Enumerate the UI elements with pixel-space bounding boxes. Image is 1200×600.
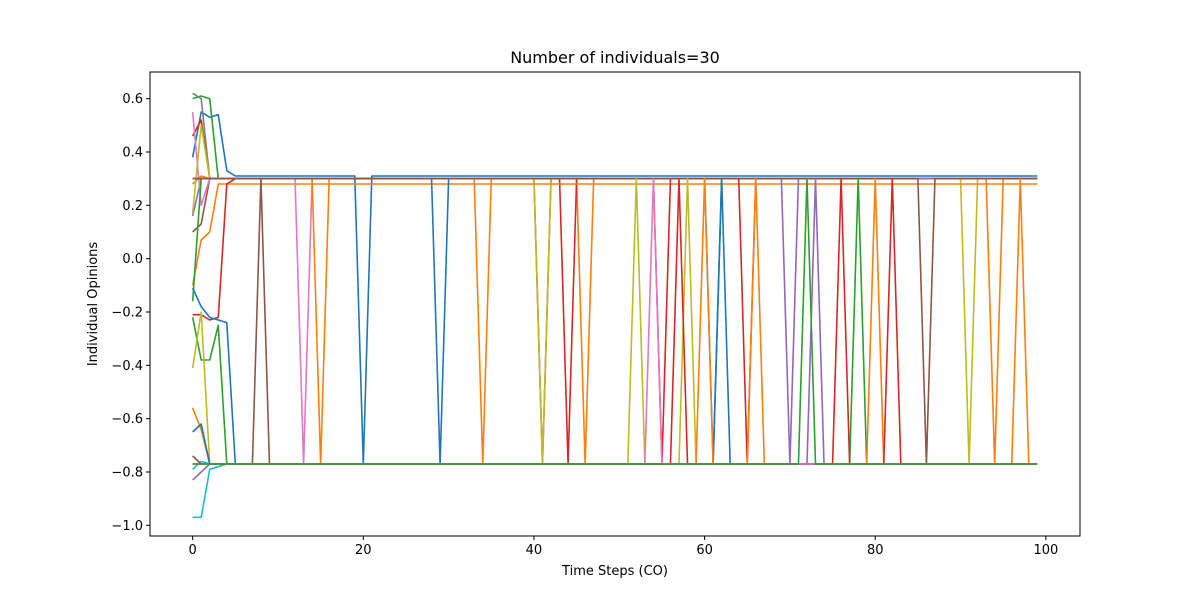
series-line-1 [191, 111, 1038, 465]
plot-frame [149, 71, 1081, 537]
x-tick-label: 20 [355, 543, 372, 558]
series-layer [191, 92, 1038, 519]
y-tick-label: 0.0 [122, 252, 143, 267]
y-axis-label: Individual Opinions [86, 242, 101, 367]
chart-title: Number of individuals=30 [510, 48, 720, 67]
x-tick-label: 40 [526, 543, 543, 558]
series-line-12 [191, 183, 1038, 286]
x-tick-label: 100 [1033, 543, 1058, 558]
x-axis-ticks: 0 20 40 60 80 100 [189, 536, 1058, 558]
x-tick-label: 80 [867, 543, 884, 558]
y-tick-label: 0.4 [122, 146, 143, 161]
series-line-20 [192, 177, 1038, 465]
y-tick-label: −0.8 [111, 466, 143, 481]
y-tick-label: −0.4 [111, 359, 143, 374]
y-tick-label: −0.2 [111, 306, 143, 321]
x-tick-label: 0 [189, 543, 197, 558]
y-tick-label: −1.0 [111, 519, 143, 534]
x-axis-label: Time Steps (CO) [561, 564, 668, 579]
y-tick-label: 0.2 [122, 199, 143, 214]
y-axis-ticks: −1.0 −0.8 −0.6 −0.4 −0.2 0.0 0.2 0.4 0.6 [111, 92, 150, 534]
y-tick-label: 0.6 [122, 92, 143, 107]
series-line-32 [192, 177, 1038, 465]
x-tick-label: 60 [696, 543, 713, 558]
y-tick-label: −0.6 [111, 412, 143, 427]
